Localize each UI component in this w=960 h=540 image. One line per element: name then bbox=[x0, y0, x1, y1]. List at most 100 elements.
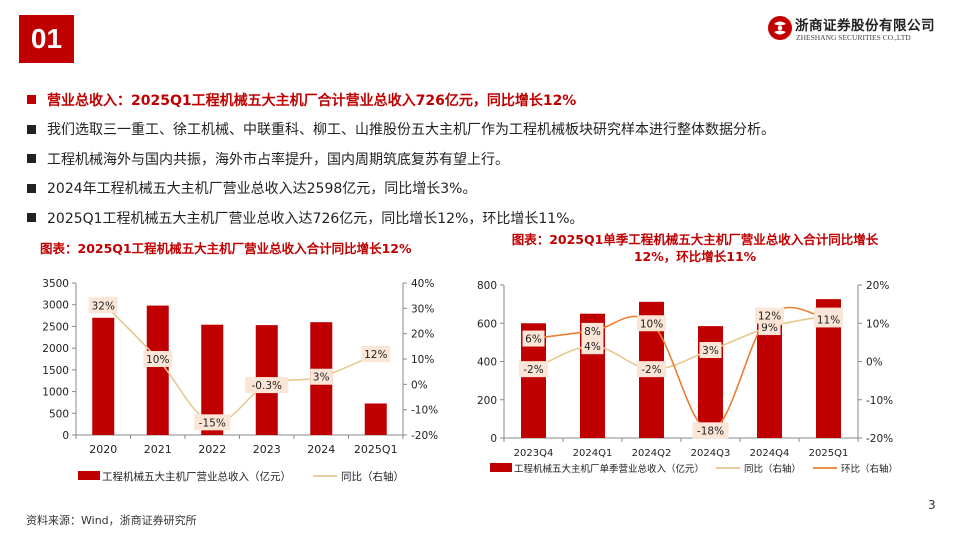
bullet-item: 2024年工程机械五大主机厂营业总收入达2598亿元，同比增长3%。 bbox=[27, 174, 927, 204]
x-tick-label: 2022 bbox=[198, 443, 226, 456]
data-label: -2% bbox=[641, 364, 661, 376]
data-label-box bbox=[522, 330, 545, 347]
bullet-item: 2025Q1工程机械五大主机厂营业总收入达726亿元，同比增长12%，环比增长1… bbox=[27, 203, 927, 233]
legend-label: 工程机械五大主机厂营业总收入（亿元） bbox=[102, 470, 291, 483]
data-label-box bbox=[637, 361, 666, 378]
chart-2-title: 图表：2025Q1单季工程机械五大主机厂营业总收入合计同比增长12%，环比增长1… bbox=[511, 232, 879, 264]
bullet-item-headline: 营业总收入：2025Q1工程机械五大主机厂合计营业总收入726亿元，同比增长12… bbox=[27, 85, 927, 115]
data-label: 3% bbox=[313, 372, 330, 384]
data-label-box bbox=[88, 297, 118, 314]
data-label-box bbox=[581, 338, 604, 355]
data-label-box bbox=[143, 351, 173, 367]
right-y-tick-label: 10% bbox=[866, 318, 889, 330]
left-y-tick-label: 1000 bbox=[42, 387, 69, 399]
left-y-tick-label: 3000 bbox=[42, 300, 69, 312]
data-label-box bbox=[692, 422, 729, 439]
bullet-item: 工程机械海外与国内共振，海外市占率提升，国内周期筑底复苏有望上行。 bbox=[27, 144, 927, 174]
data-label: 12% bbox=[364, 349, 387, 361]
bullet-square-icon bbox=[27, 183, 36, 193]
data-label-box bbox=[637, 315, 666, 332]
data-label: 11% bbox=[817, 314, 840, 326]
right-y-tick-label: -20% bbox=[411, 430, 438, 442]
legend-label: 同比（右轴） bbox=[341, 470, 404, 483]
logo-text-cn: 浙商证券股份有限公司 bbox=[795, 18, 935, 34]
right-y-tick-label: -10% bbox=[866, 395, 893, 407]
logo-text-en: ZHESHANG SECURITIES CO.,LTD bbox=[796, 33, 911, 42]
right-y-tick-label: -20% bbox=[866, 433, 893, 445]
bullet-square-icon bbox=[27, 124, 36, 134]
data-label: -15% bbox=[199, 417, 226, 429]
bar bbox=[364, 403, 387, 435]
bullet-text: 2025Q1工程机械五大主机厂营业总收入达726亿元，同比增长12%，环比增长1… bbox=[47, 210, 584, 227]
right-y-tick-label: 20% bbox=[411, 329, 434, 341]
zheshang-logo-icon bbox=[768, 16, 792, 40]
legend-label: 环比（右轴） bbox=[841, 463, 898, 475]
left-y-tick-label: 0 bbox=[490, 433, 497, 445]
left-y-tick-label: 2500 bbox=[42, 321, 69, 333]
left-y-tick-label: 0 bbox=[62, 430, 69, 442]
x-tick-label: 2020 bbox=[89, 443, 117, 456]
data-label: -0.3% bbox=[252, 380, 282, 392]
x-tick-label: 2024Q3 bbox=[691, 448, 731, 459]
bullet-square-icon bbox=[27, 154, 36, 164]
left-y-tick-label: 2000 bbox=[42, 343, 69, 355]
x-tick-label: 2025Q1 bbox=[809, 448, 849, 459]
bar bbox=[92, 317, 115, 435]
x-tick-label: 2023Q4 bbox=[514, 448, 554, 459]
line-series bbox=[533, 314, 829, 370]
data-label-box bbox=[361, 345, 391, 362]
left-y-tick-label: 200 bbox=[477, 395, 497, 407]
company-logo: 浙商证券股份有限公司 ZHESHANG SECURITIES CO.,LTD bbox=[765, 14, 940, 48]
data-label: -18% bbox=[697, 425, 724, 437]
left-y-tick-label: 3500 bbox=[42, 278, 69, 290]
data-label: 32% bbox=[92, 300, 115, 312]
bullet-list: 营业总收入：2025Q1工程机械五大主机厂合计营业总收入726亿元，同比增长12… bbox=[27, 85, 927, 233]
bullet-text: 工程机械海外与国内共振，海外市占率提升，国内周期筑底复苏有望上行。 bbox=[47, 151, 509, 168]
data-label-box bbox=[194, 414, 231, 431]
data-label: 12% bbox=[758, 311, 781, 323]
data-label: 9% bbox=[761, 322, 778, 334]
chart-1-title: 图表：2025Q1工程机械五大主机厂营业总收入合计同比增长12% bbox=[40, 241, 412, 256]
bullet-square-icon bbox=[27, 213, 36, 223]
x-tick-label: 2024 bbox=[307, 443, 335, 456]
right-y-tick-label: 0% bbox=[411, 379, 428, 391]
legend-label: 工程机械五大主机厂单季营业总收入（亿元） bbox=[514, 463, 704, 475]
data-label: 10% bbox=[640, 318, 663, 330]
right-y-tick-label: 30% bbox=[411, 303, 434, 315]
x-tick-label: 2021 bbox=[144, 443, 172, 456]
x-tick-label: 2024Q1 bbox=[573, 448, 613, 459]
bullet-square-icon bbox=[27, 95, 36, 105]
right-y-tick-label: 20% bbox=[866, 280, 889, 292]
legend-swatch-bar bbox=[490, 463, 512, 472]
data-label: -2% bbox=[523, 364, 543, 376]
page-number: 3 bbox=[928, 498, 936, 512]
data-label-box bbox=[245, 377, 289, 394]
data-label-box bbox=[699, 342, 722, 359]
data-label: 8% bbox=[584, 326, 601, 338]
data-label: 3% bbox=[702, 345, 719, 357]
bullet-text: 营业总收入：2025Q1工程机械五大主机厂合计营业总收入726亿元，同比增长12… bbox=[47, 92, 577, 109]
bar bbox=[146, 305, 169, 435]
data-label-box bbox=[814, 311, 843, 328]
left-y-tick-label: 800 bbox=[477, 280, 497, 292]
source-note: 资料来源：Wind，浙商证券研究所 bbox=[26, 514, 197, 527]
right-y-tick-label: 40% bbox=[411, 278, 434, 290]
left-y-tick-label: 1500 bbox=[42, 365, 69, 377]
section-number-badge: 01 bbox=[19, 15, 74, 63]
x-tick-label: 2023 bbox=[253, 443, 281, 456]
bullet-text: 我们选取三一重工、徐工机械、中联重科、柳工、山推股份五大主机厂作为工程机械板块研… bbox=[47, 122, 775, 139]
data-label-box bbox=[310, 368, 333, 385]
data-label: 6% bbox=[525, 334, 542, 346]
left-y-tick-label: 500 bbox=[49, 408, 69, 420]
data-label: 4% bbox=[584, 341, 601, 353]
x-tick-label: 2025Q1 bbox=[354, 443, 398, 456]
data-label-box bbox=[519, 361, 548, 378]
data-label: 10% bbox=[146, 354, 169, 366]
right-y-tick-label: 0% bbox=[866, 357, 883, 369]
bar bbox=[201, 324, 224, 435]
bullet-item: 我们选取三一重工、徐工机械、中联重科、柳工、山推股份五大主机厂作为工程机械板块研… bbox=[27, 115, 927, 145]
left-y-tick-label: 400 bbox=[477, 357, 497, 369]
data-label-box bbox=[755, 307, 784, 324]
